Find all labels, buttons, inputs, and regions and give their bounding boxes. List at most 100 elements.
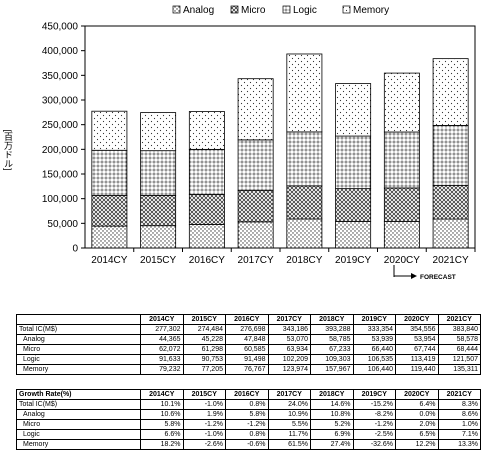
market-size-table-col-header: 2019CY	[352, 314, 396, 325]
x-tick-label: 2021CY	[433, 255, 469, 266]
market-size-table-cell: 79,232	[140, 364, 184, 375]
bar-logic-2019cy	[335, 135, 372, 190]
bar-analog-2019cy	[335, 220, 372, 249]
growth-rate-table-cell: -2.5%	[352, 429, 396, 440]
market-size-table-cell: 383,840	[437, 324, 481, 335]
growth-rate-table-cell: 8.3%	[437, 399, 481, 410]
growth-rate-table-cell: 5.2%	[310, 419, 354, 430]
market-size-table-row: Memory 79,232 77,205 76,767 123,974 157,967 10…	[16, 364, 481, 375]
bar-micro-2017cy	[237, 189, 274, 223]
growth-rate-table-col-header: 2016CY	[225, 389, 269, 400]
growth-rate-table-row-label: Memory	[16, 439, 141, 450]
market-size-table-cell: 106,440	[352, 364, 396, 375]
growth-rate-table-row: Logic 6.6% -1.0% 0.8% 11.7% 6.9% -2.5% 6.5% 7.1%	[16, 429, 481, 440]
growth-rate-table-cell: -32.6%	[352, 439, 396, 450]
market-size-table-cell: 121,507	[437, 354, 481, 365]
market-size-table-cell: 157,967	[310, 364, 354, 375]
market-size-table-cell: 67,233	[310, 344, 354, 355]
y-tick-label: 150,000	[42, 170, 79, 181]
bar-analog-2014cy	[91, 225, 128, 249]
market-size-table-cell: 45,228	[182, 334, 226, 345]
market-size-table-row: Analog 44,365 45,228 47,848 53,070 58,785 53,9…	[16, 334, 481, 345]
growth-rate-table-cell: -1.2%	[352, 419, 396, 430]
chart-legend: Analog Micro Logic Memory	[172, 5, 389, 16]
growth-rate-table-row: Analog 10.6% 1.9% 5.8% 10.9% 10.8% -8.2% 0.0% 8.…	[16, 409, 481, 420]
x-tick-label: 2014CY	[91, 255, 127, 266]
legend-label-micro: Micro	[241, 5, 266, 16]
growth-rate-table-cell: 6.5%	[395, 429, 439, 440]
growth-rate-table-col-header: 2018CY	[310, 389, 354, 400]
growth-rate-table-cell: -1.0%	[182, 399, 226, 410]
growth-rate-table-cell: 5.8%	[225, 409, 269, 420]
market-size-table-cell: 393,288	[310, 324, 354, 335]
bar-memory-2019cy	[335, 83, 372, 137]
growth-rate-table-cell: 61.5%	[267, 439, 311, 450]
growth-rate-table-cell: -1.2%	[225, 419, 269, 430]
growth-rate-table-row: Micro 5.8% -1.2% -1.2% 5.5% 5.2% -1.2% 2.0% 1.0%	[16, 419, 481, 430]
growth-rate-table-header: Growth Rate(%) 2014CY 2015CY 2016CY 2017CY 20…	[16, 389, 481, 400]
market-size-table-col-header: 2014CY	[140, 314, 184, 325]
market-size-table-col-header: 2018CY	[310, 314, 354, 325]
y-tick-label: 250,000	[42, 120, 79, 131]
forecast-label: FORECAST	[420, 274, 456, 281]
bar-analog-2021cy	[432, 218, 469, 249]
y-tick-label: 50,000	[47, 219, 78, 230]
market-size-table-cell: 58,785	[310, 334, 354, 345]
growth-rate-table-row-label: Logic	[16, 429, 141, 440]
x-tick-label: 2015CY	[140, 255, 176, 266]
growth-rate-table-row-label: Micro	[16, 419, 141, 430]
market-size-table-cell: 53,070	[267, 334, 311, 345]
market-size-table-cell: 113,419	[395, 354, 439, 365]
growth-rate-table-cell: -2.6%	[182, 439, 226, 450]
market-size-table-cell: 276,698	[225, 324, 269, 335]
legend-swatch-logic	[282, 5, 291, 14]
y-axis-label: [百万ドル]	[3, 129, 13, 170]
bar-logic-2016cy	[188, 148, 225, 195]
market-size-table-cell: 62,072	[140, 344, 184, 355]
growth-rate-table-col-header: 2019CY	[352, 389, 396, 400]
growth-rate-table-cell: -1.0%	[182, 429, 226, 440]
growth-rate-table-cell: 10.8%	[310, 409, 354, 420]
bar-micro-2016cy	[188, 194, 225, 225]
legend-label-memory: Memory	[353, 5, 389, 16]
market-size-table-cell: 77,205	[182, 364, 226, 375]
bar-memory-2021cy	[432, 58, 469, 126]
market-size-table-cell: 274,484	[182, 324, 226, 335]
bar-memory-2015cy	[140, 112, 177, 152]
market-size-table-cell: 354,556	[395, 324, 439, 335]
growth-rate-table-cell: 6.6%	[140, 429, 184, 440]
bar-micro-2018cy	[286, 185, 323, 220]
growth-rate-table-col-header: 2014CY	[140, 389, 184, 400]
y-tick-label: 400,000	[42, 46, 79, 57]
market-size-table-cell: 343,186	[267, 324, 311, 335]
growth-rate-table-cell: -0.6%	[225, 439, 269, 450]
legend-swatch-micro	[230, 5, 239, 14]
growth-rate-table-col-header: 2020CY	[395, 389, 439, 400]
growth-rate-table-cell: 8.6%	[437, 409, 481, 420]
growth-rate-table-cell: 27.4%	[310, 439, 354, 450]
legend-swatch-memory	[342, 5, 351, 14]
y-tick-label: 100,000	[42, 194, 79, 205]
stacked-bar-chart: Analog Micro Logic Memory 0 50,000 100,000 150…	[3, 5, 476, 281]
growth-rate-table-row-label: Total IC(M$)	[16, 399, 141, 410]
bar-logic-2020cy	[383, 131, 420, 189]
growth-rate-table-cell: 2.0%	[395, 419, 439, 430]
market-size-table-cell: 333,354	[352, 324, 396, 335]
growth-rate-table-col-header: 2015CY	[182, 389, 226, 400]
bar-logic-2014cy	[91, 149, 128, 196]
growth-rate-table-row: Total IC(M$) 10.1% -1.0% 0.8% 24.0% 14.6% -15.…	[16, 399, 481, 410]
market-size-table-cell: 277,302	[140, 324, 184, 335]
market-size-table-cell: 61,298	[182, 344, 226, 355]
market-size-table-cell: 44,365	[140, 334, 184, 345]
x-tick-label: 2019CY	[335, 255, 371, 266]
bar-logic-2015cy	[140, 150, 177, 196]
growth-rate-table-cell: 1.9%	[182, 409, 226, 420]
bar-memory-2018cy	[286, 53, 323, 133]
plot-area: 0 50,000 100,000 150,000 200,000 250,000 300,0…	[3, 22, 476, 266]
market-size-table-cell: 119,440	[395, 364, 439, 375]
y-tick-label: 350,000	[42, 71, 79, 82]
y-tick-label: 300,000	[42, 96, 79, 107]
growth-rate-table-cell: 0.0%	[395, 409, 439, 420]
market-size-table-col-header: 2017CY	[267, 314, 311, 325]
y-tick-label: 0	[72, 244, 78, 255]
